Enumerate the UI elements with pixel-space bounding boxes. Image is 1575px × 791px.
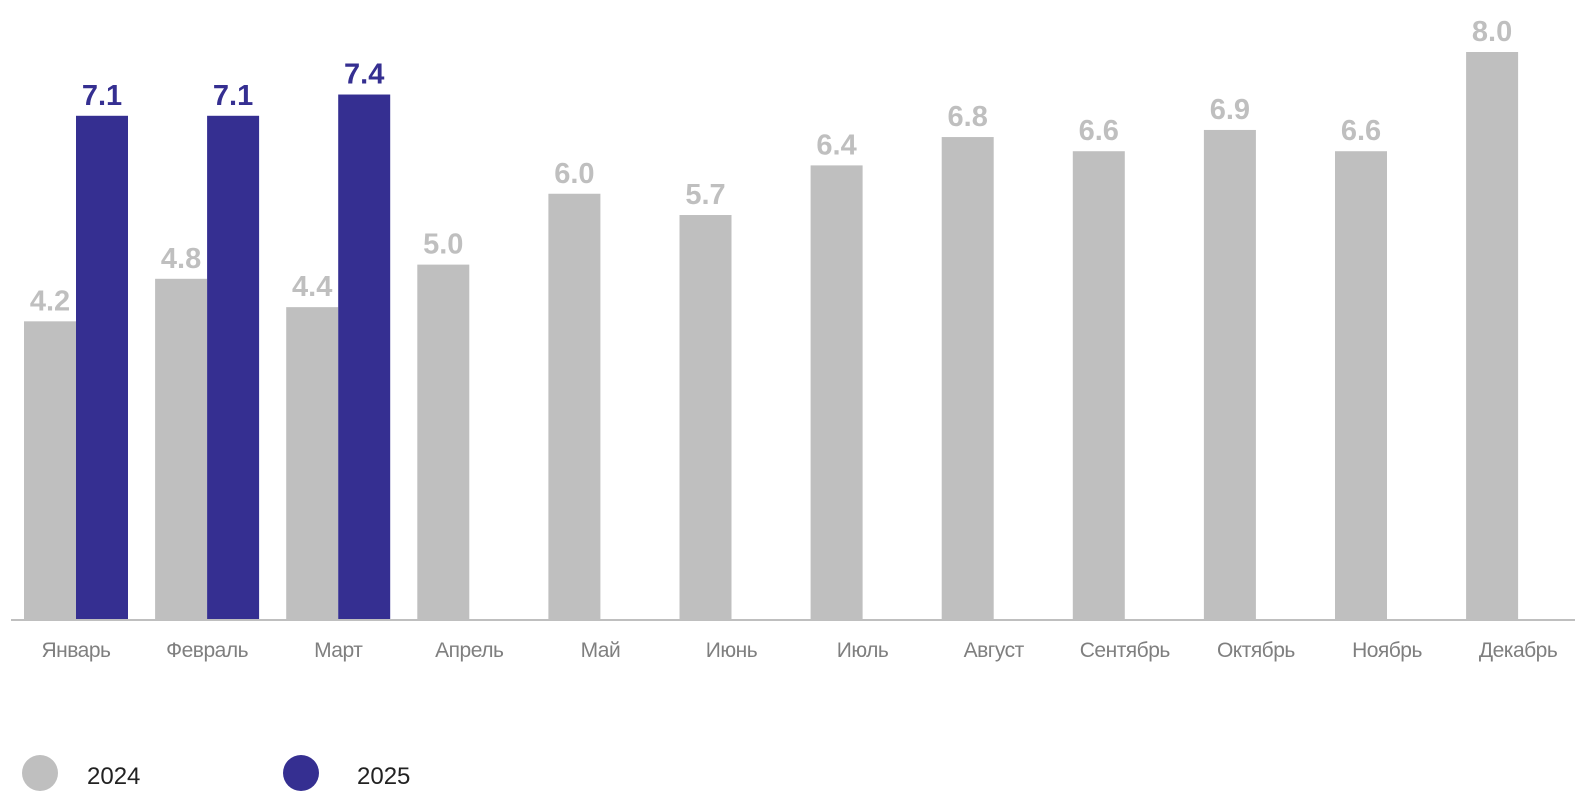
value-label-2025-Январь: 7.1 xyxy=(82,80,122,112)
legend-marker-2024 xyxy=(22,755,58,791)
category-label: Апрель xyxy=(435,639,504,662)
category-label: Июнь xyxy=(706,639,758,662)
legend: 2024 2025 xyxy=(22,755,410,791)
category-label: Ноябрь xyxy=(1352,639,1422,662)
bar-2024-Март xyxy=(286,307,339,619)
value-label-2025-Февраль: 7.1 xyxy=(213,80,253,112)
value-label-2024-Февраль: 4.8 xyxy=(161,243,201,275)
value-label-2024-Июль: 6.4 xyxy=(816,129,856,161)
bar-2025-Январь xyxy=(76,115,128,619)
category-label: Декабрь xyxy=(1479,639,1558,662)
bar-2024-Май xyxy=(548,193,601,619)
bar-2025-Февраль xyxy=(207,115,260,619)
bar-2024-Октябрь xyxy=(1203,129,1256,619)
value-label-2025-Март: 7.4 xyxy=(344,59,384,91)
value-label-2024-Май: 6.0 xyxy=(554,158,594,190)
value-label-2024-Июнь: 5.7 xyxy=(685,179,725,211)
category-label: Октябрь xyxy=(1217,639,1295,662)
category-label: Февраль xyxy=(166,639,248,662)
value-label-2024-Сентябрь: 6.6 xyxy=(1079,115,1119,147)
category-labels-layer: Январь Февраль Март Апрель Май Июнь Июль Август… xyxy=(42,639,1559,662)
value-labels-layer: 4.2 7.1 4.8 7.1 4.4 7.4 5.0 6.0 5.7 6.4 6.8 6.6 6.9 6… xyxy=(30,16,1512,317)
value-label-2024-Август: 6.8 xyxy=(948,101,988,133)
bars-layer xyxy=(24,52,1519,620)
category-label: Май xyxy=(581,639,621,662)
category-label: Июль xyxy=(837,639,889,662)
legend-label-2024: 2024 xyxy=(87,763,140,790)
bar-2024-Декабрь xyxy=(1466,52,1519,619)
category-label: Март xyxy=(314,639,363,662)
bar-2024-Ноябрь xyxy=(1335,151,1387,619)
value-label-2024-Декабрь: 8.0 xyxy=(1472,16,1512,48)
category-label: Январь xyxy=(42,639,112,662)
value-label-2024-Апрель: 5.0 xyxy=(423,229,463,261)
bar-2024-Сентябрь xyxy=(1072,151,1125,619)
bar-2024-Август xyxy=(941,137,994,620)
legend-marker-2025 xyxy=(283,755,319,791)
value-label-2024-Январь: 4.2 xyxy=(30,285,70,317)
category-label: Август xyxy=(964,639,1025,662)
bar-2024-Июль xyxy=(810,165,863,619)
bar-2024-Июнь xyxy=(679,215,732,619)
value-label-2024-Март: 4.4 xyxy=(292,271,332,303)
legend-label-2025: 2025 xyxy=(357,763,410,790)
bar-2025-Март xyxy=(338,94,391,619)
value-label-2024-Ноябрь: 6.6 xyxy=(1341,115,1381,147)
value-label-2024-Октябрь: 6.9 xyxy=(1210,94,1250,126)
category-label: Сентябрь xyxy=(1080,639,1171,662)
bar-2024-Апрель xyxy=(417,264,470,619)
bar-2024-Январь xyxy=(24,321,76,619)
bar-2024-Февраль xyxy=(155,278,208,619)
